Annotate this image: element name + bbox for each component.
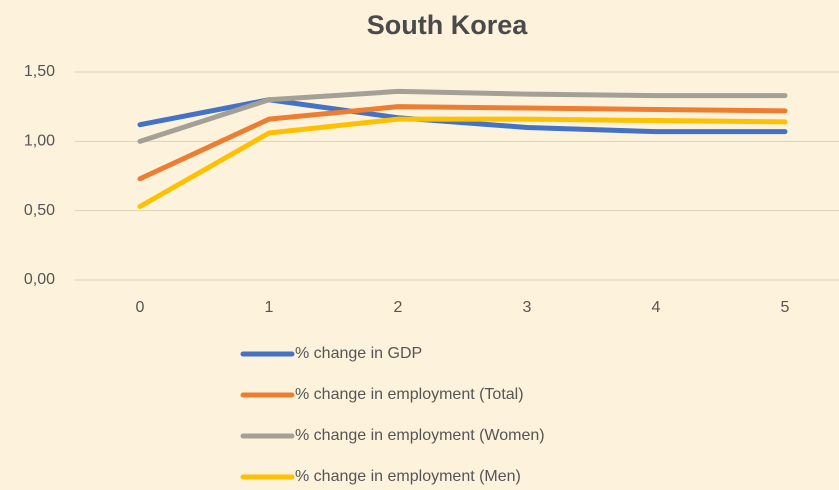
x-tick-label: 5 — [781, 299, 790, 316]
x-tick-label: 0 — [136, 299, 145, 316]
x-tick-label: 1 — [265, 299, 274, 316]
line — [137, 97, 788, 135]
x-tick-label: 3 — [523, 299, 532, 316]
line — [137, 104, 788, 182]
legend-label: % change in employment (Women) — [295, 427, 545, 444]
x-tick-label: 2 — [394, 299, 403, 316]
y-tick-label: 1,00 — [24, 133, 55, 150]
chart-title: South Korea — [367, 10, 528, 40]
legend-label: % change in employment (Total) — [295, 386, 524, 403]
legend-label: % change in employment (Men) — [295, 468, 521, 485]
legend-label: % change in GDP — [295, 345, 422, 362]
line — [137, 116, 788, 210]
y-tick-label: 0,50 — [24, 202, 55, 219]
y-tick-label: 1,50 — [24, 63, 55, 80]
line — [137, 88, 788, 144]
y-tick-label: 0,00 — [24, 271, 55, 288]
x-tick-label: 4 — [652, 299, 661, 316]
